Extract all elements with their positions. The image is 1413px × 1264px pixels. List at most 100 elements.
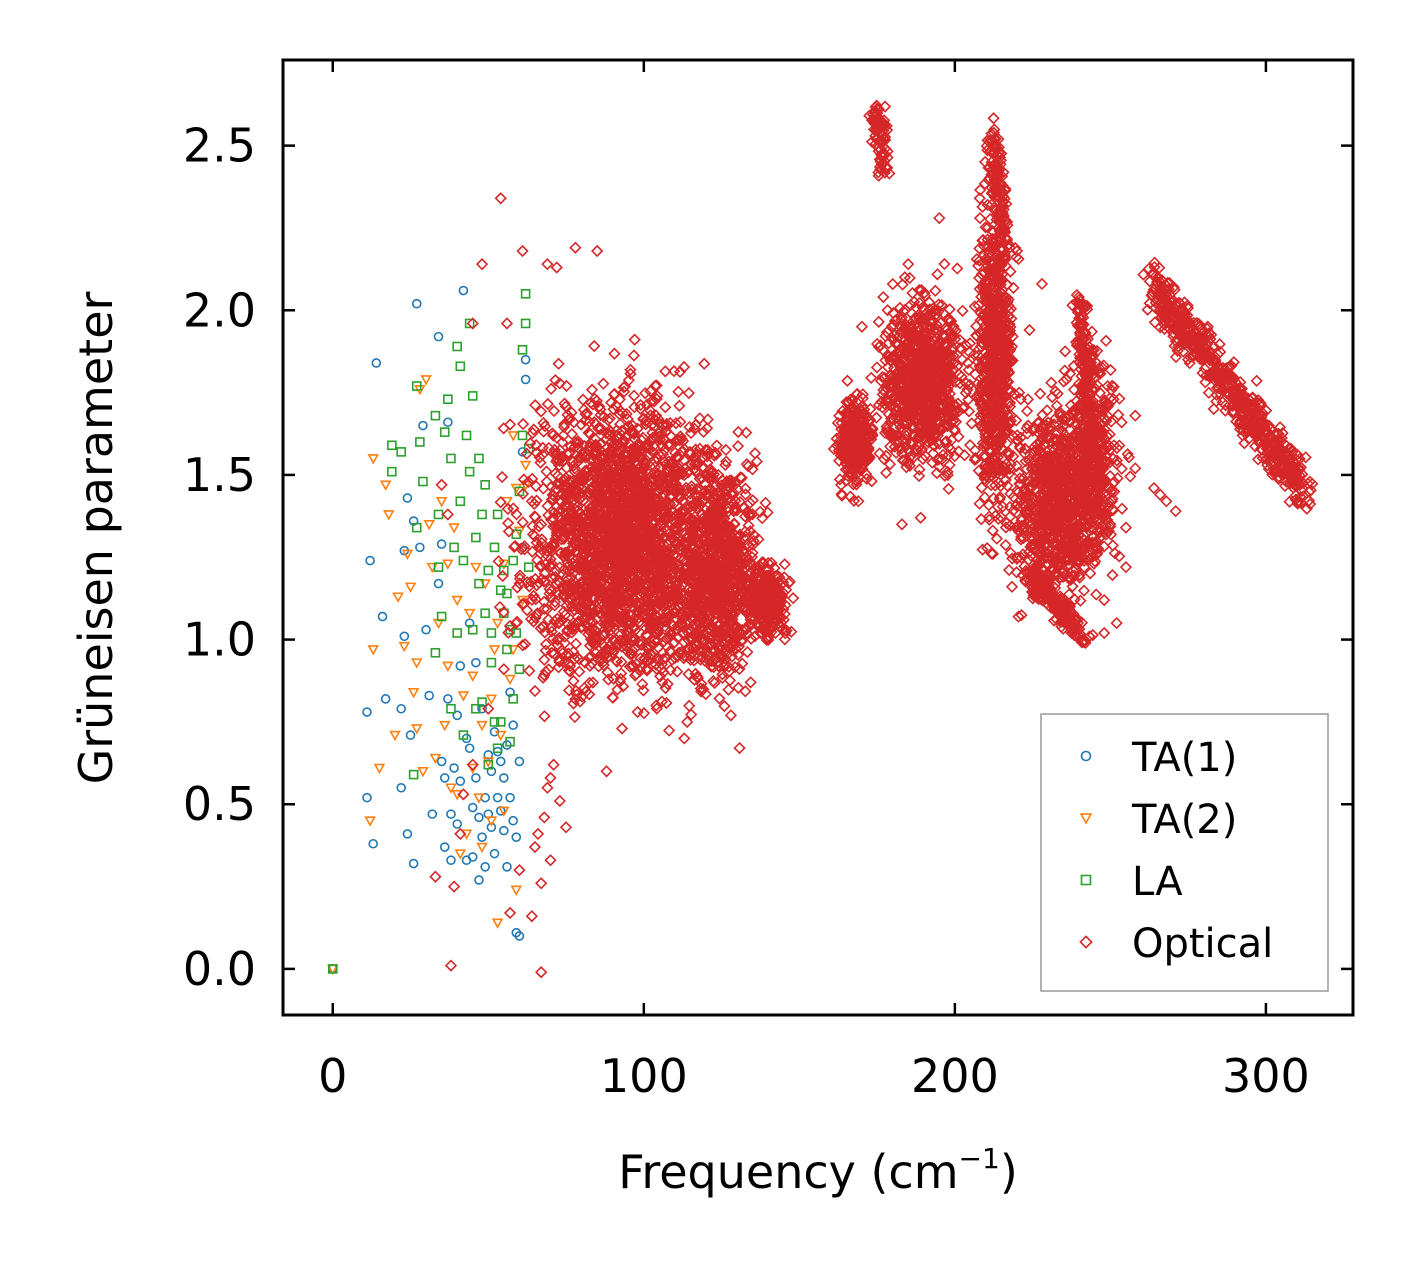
data-point-optical xyxy=(496,470,509,484)
data-point-optical xyxy=(615,481,629,494)
data-point-optical xyxy=(523,664,536,677)
data-point-optical xyxy=(620,629,634,642)
data-point-la xyxy=(467,624,478,635)
data-point-la xyxy=(523,562,534,572)
data-point-la xyxy=(508,694,518,704)
data-point-optical xyxy=(627,389,641,402)
data-point-optical xyxy=(600,482,614,496)
data-point-la xyxy=(486,628,497,638)
data-point-optical xyxy=(626,660,639,673)
data-point-optical xyxy=(566,600,579,613)
data-point-la xyxy=(502,644,512,655)
data-point-optical xyxy=(539,644,552,657)
data-point-optical xyxy=(600,519,613,532)
data-point-optical xyxy=(638,652,651,665)
data-point-optical xyxy=(664,664,677,677)
data-point-optical xyxy=(732,681,745,694)
data-point-optical xyxy=(527,423,540,436)
data-point-optical xyxy=(598,611,611,625)
data-point-optical xyxy=(552,617,566,630)
data-point-ta2 xyxy=(476,842,488,854)
data-point-optical xyxy=(584,428,597,441)
data-point-la xyxy=(523,443,534,454)
data-point-optical xyxy=(567,674,580,688)
data-point-optical xyxy=(528,497,541,510)
data-point-optical xyxy=(610,655,624,668)
data-point-ta1 xyxy=(511,832,522,842)
data-point-la xyxy=(520,289,531,299)
data-point-optical xyxy=(639,564,652,578)
data-point-optical xyxy=(550,477,564,490)
data-point-optical xyxy=(528,530,541,543)
data-point-optical xyxy=(534,405,548,418)
data-point-optical xyxy=(681,465,694,478)
data-point-optical xyxy=(492,555,505,568)
data-point-la xyxy=(474,578,484,589)
data-point-optical xyxy=(509,539,522,553)
data-point-optical xyxy=(557,581,570,594)
data-point-optical xyxy=(627,557,641,570)
data-point-optical xyxy=(566,455,580,469)
data-point-ta1 xyxy=(467,852,478,862)
data-point-optical xyxy=(689,667,702,680)
data-point-optical xyxy=(577,403,591,416)
data-point-optical xyxy=(547,520,560,533)
data-point-la xyxy=(446,703,456,714)
data-point-la xyxy=(499,565,509,576)
data-point-optical xyxy=(660,696,673,710)
data-point-optical xyxy=(544,552,557,566)
data-point-ta1 xyxy=(443,694,453,704)
data-point-optical xyxy=(963,439,977,452)
data-point-optical xyxy=(650,379,663,392)
data-point-optical xyxy=(587,570,601,584)
data-point-optical xyxy=(594,595,608,608)
data-point-optical xyxy=(583,688,596,701)
data-point-optical xyxy=(942,482,955,496)
data-point-ta1 xyxy=(486,822,497,833)
data-point-optical xyxy=(589,417,602,431)
data-point-optical xyxy=(649,658,662,671)
data-point-optical xyxy=(938,257,951,271)
data-point-ta1 xyxy=(427,809,438,819)
data-point-ta2 xyxy=(466,671,479,682)
data-point-optical xyxy=(586,637,599,650)
data-point-ta2 xyxy=(367,454,379,465)
data-point-ta1 xyxy=(474,812,484,823)
data-point-ta2 xyxy=(470,562,482,574)
data-point-optical xyxy=(575,620,588,633)
data-point-la xyxy=(458,730,469,740)
data-point-ta1 xyxy=(464,743,475,754)
data-point-optical xyxy=(532,520,546,533)
data-point-optical xyxy=(628,401,641,414)
data-point-ta1 xyxy=(455,661,466,671)
data-point-ta2 xyxy=(398,641,411,653)
data-point-optical xyxy=(552,357,565,370)
data-point-la xyxy=(520,318,531,329)
data-point-optical xyxy=(501,502,515,516)
data-point-optical xyxy=(641,398,654,411)
data-point-ta2 xyxy=(498,806,510,817)
data-point-optical xyxy=(567,459,580,472)
data-point-ta1 xyxy=(439,773,450,783)
data-point-ta1 xyxy=(368,838,379,849)
data-point-optical xyxy=(516,639,529,652)
data-point-optical xyxy=(865,371,878,384)
data-point-la xyxy=(502,588,512,599)
data-point-optical xyxy=(591,512,604,525)
data-point-optical xyxy=(620,431,633,444)
data-point-optical xyxy=(636,677,649,691)
data-point-optical xyxy=(640,662,653,675)
data-point-optical xyxy=(597,377,610,390)
data-point-la xyxy=(415,437,425,447)
data-point-la xyxy=(433,509,444,520)
data-point-optical xyxy=(606,604,620,618)
data-point-ta1 xyxy=(371,358,382,368)
data-point-optical xyxy=(741,645,754,659)
data-point-optical xyxy=(583,501,597,515)
data-point-optical xyxy=(579,414,592,427)
data-point-optical xyxy=(585,614,599,628)
data-point-optical xyxy=(530,494,543,507)
data-point-optical xyxy=(545,625,558,638)
data-point-optical xyxy=(617,433,630,446)
data-point-optical xyxy=(585,383,599,396)
